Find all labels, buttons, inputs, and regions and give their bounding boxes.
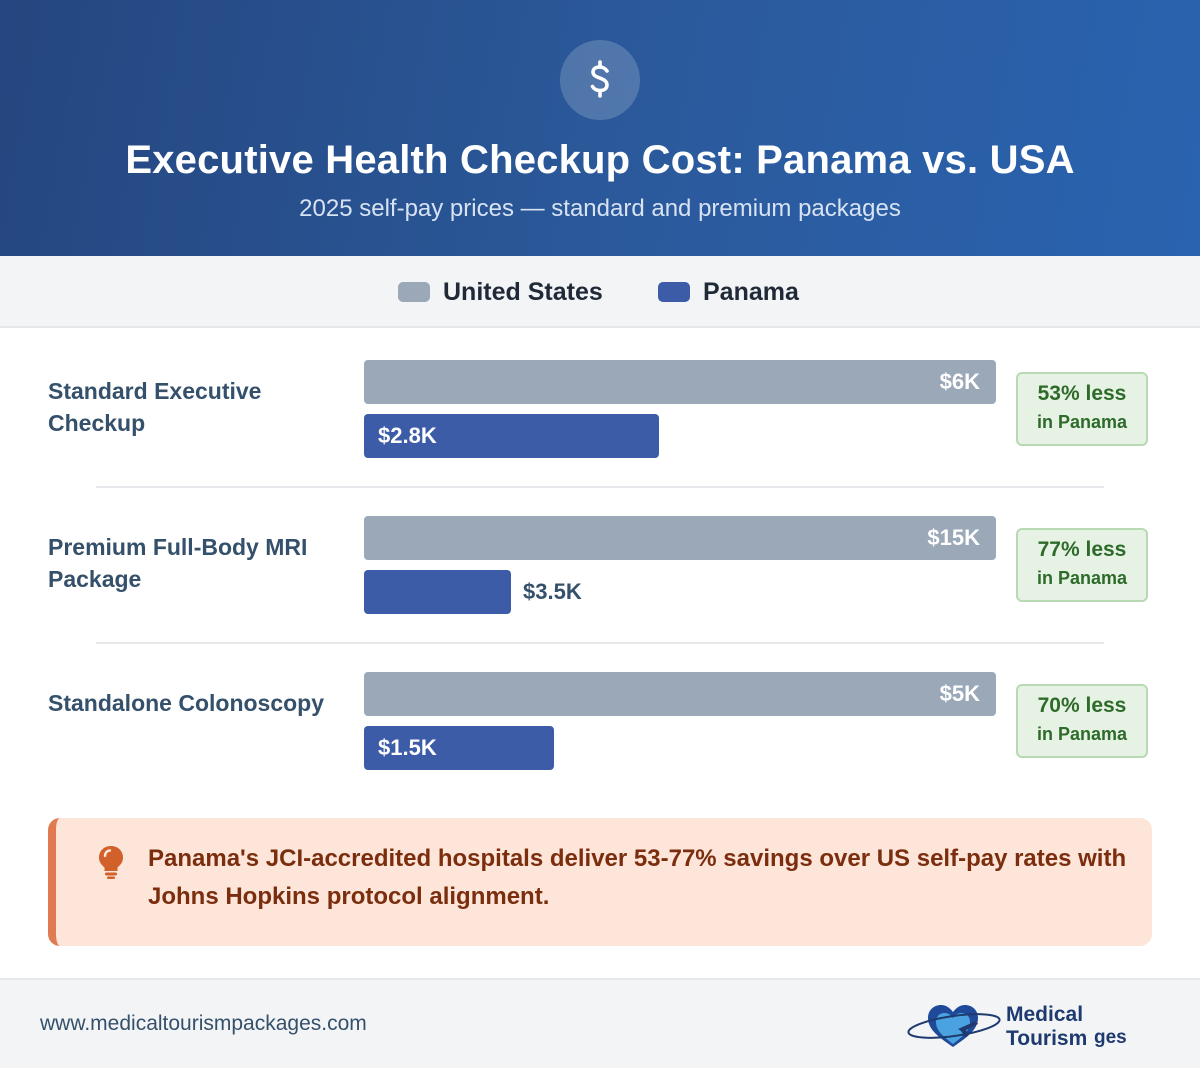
bar-us-standard-executive-checkup bbox=[364, 360, 996, 404]
bar-panama-standard-executive-checkup bbox=[364, 414, 659, 458]
header-banner: Executive Health Checkup Cost: Panama vs… bbox=[0, 0, 1200, 256]
legend-label-us: United States bbox=[443, 277, 603, 306]
chart-subtitle: 2025 self-pay prices — standard and prem… bbox=[299, 195, 901, 222]
savings-percent: 53% less bbox=[1037, 382, 1127, 405]
value-label-panama-standard-executive-checkup: $2.8K bbox=[378, 423, 437, 448]
bar-us-standalone-colonoscopy bbox=[364, 672, 996, 716]
legend: United States Panama bbox=[0, 256, 1200, 328]
logo-text-line1: Medical Tourism bbox=[1006, 1003, 1088, 1050]
chart-title: Executive Health Checkup Cost: Panama vs… bbox=[125, 138, 1075, 182]
value-label-us-standard-executive-checkup: $6K bbox=[939, 369, 980, 394]
savings-note: in Panama bbox=[1036, 724, 1128, 744]
lightbulb-icon bbox=[99, 846, 123, 879]
dollar-sign-icon bbox=[560, 40, 640, 120]
savings-badge-standard-executive-checkup: 53% less in Panama bbox=[1016, 372, 1148, 446]
savings-note: in Panama bbox=[1036, 568, 1128, 588]
insight-callout: Panama's JCI-accredited hospitals delive… bbox=[48, 818, 1152, 946]
value-label-panama-standalone-colonoscopy: $1.5K bbox=[378, 735, 437, 760]
logo-text-line2: ges bbox=[1094, 1027, 1127, 1048]
footer-url[interactable]: www.medicaltourismpackages.com bbox=[40, 1012, 367, 1035]
bar-chart: Standard Executive Checkup $6K $2.8K 53% le… bbox=[0, 328, 1200, 798]
legend-swatch-panama bbox=[658, 282, 690, 302]
legend-label-panama: Panama bbox=[703, 277, 799, 306]
bar-panama-standalone-colonoscopy bbox=[364, 726, 554, 770]
row-divider bbox=[96, 642, 1104, 644]
value-label-panama-premium-mri-package: $3.5K bbox=[523, 579, 582, 604]
bar-panama-premium-mri-package bbox=[364, 570, 511, 614]
savings-badge-premium-mri-package: 77% less in Panama bbox=[1016, 528, 1148, 602]
bar-us-premium-mri-package bbox=[364, 516, 996, 560]
category-label-standalone-colonoscopy: Standalone Colonoscopy bbox=[48, 690, 325, 716]
legend-swatch-us bbox=[398, 282, 430, 302]
row-divider bbox=[96, 486, 1104, 488]
savings-percent: 70% less bbox=[1037, 694, 1127, 717]
savings-badge-standalone-colonoscopy: 70% less in Panama bbox=[1016, 684, 1148, 758]
savings-note: in Panama bbox=[1036, 412, 1128, 432]
footer: www.medicaltourismpackages.com Medical T… bbox=[0, 978, 1200, 1068]
category-label-premium-mri-package: Premium Full-Body MRI Package bbox=[48, 534, 308, 592]
heart-plane-logo-icon bbox=[907, 1005, 1001, 1047]
category-label-standard-executive-checkup: Standard Executive Checkup bbox=[48, 378, 262, 436]
legend-item-panama: Panama bbox=[658, 276, 799, 308]
value-label-us-standalone-colonoscopy: $5K bbox=[939, 681, 980, 706]
savings-percent: 77% less bbox=[1037, 538, 1127, 561]
value-label-us-premium-mri-package: $15K bbox=[927, 525, 980, 550]
legend-item-us: United States bbox=[398, 276, 603, 308]
callout-text: Panama's JCI-accredited hospitals delive… bbox=[148, 845, 1127, 910]
brand-logo: Medical Tourism ges bbox=[906, 1000, 1166, 1052]
